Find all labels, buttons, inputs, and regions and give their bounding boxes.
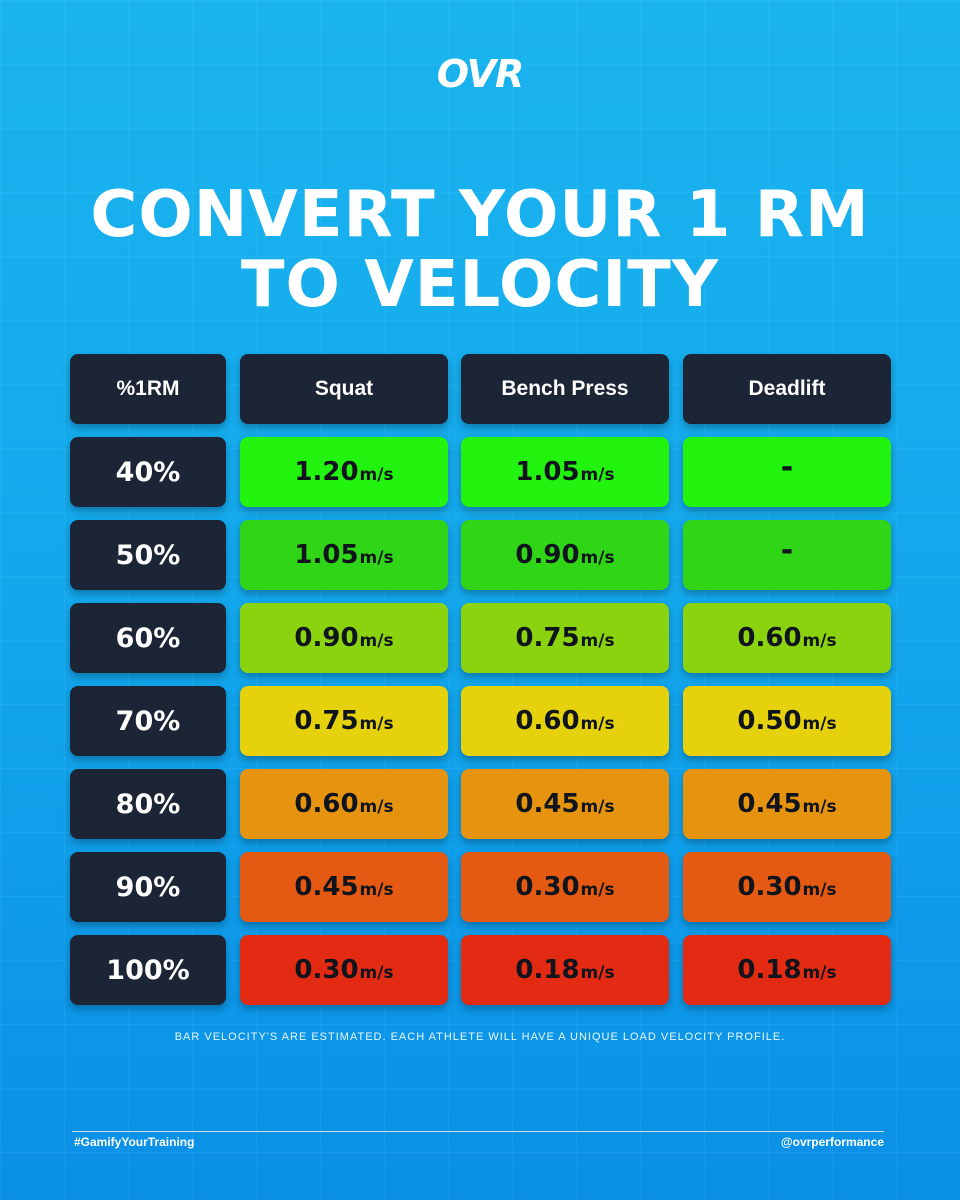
velocity-cell: 1.05 m/s	[461, 437, 669, 507]
velocity-unit: m/s	[802, 963, 837, 983]
velocity-value: -	[780, 450, 794, 485]
velocity-cell: 0.75 m/s	[461, 603, 669, 673]
velocity-value: 1.05	[515, 457, 580, 487]
velocity-unit: m/s	[359, 880, 394, 900]
velocity-value: 0.90	[515, 540, 580, 570]
velocity-value: 0.50	[737, 706, 802, 736]
footer-handle: @ovrperformance	[780, 1135, 884, 1149]
velocity-value: -	[780, 533, 794, 568]
velocity-value: 0.90	[294, 623, 359, 653]
header-squat: Squat	[240, 354, 448, 424]
percent-cell: 70%	[70, 686, 226, 756]
header-percent-1rm: %1RM	[70, 354, 226, 424]
velocity-value: 0.18	[737, 955, 802, 985]
title-line-1: CONVERT YOUR 1 RM	[90, 178, 870, 252]
velocity-cell: 0.60 m/s	[461, 686, 669, 756]
velocity-value: 0.75	[515, 623, 580, 653]
velocity-cell: 0.90 m/s	[240, 603, 448, 673]
velocity-value: 0.45	[515, 789, 580, 819]
footer-divider	[72, 1131, 884, 1132]
velocity-value: 0.18	[515, 955, 580, 985]
velocity-unit: m/s	[580, 465, 615, 485]
percent-cell: 40%	[70, 437, 226, 507]
velocity-value: 0.60	[737, 623, 802, 653]
velocity-unit: m/s	[359, 548, 394, 568]
velocity-unit: m/s	[359, 631, 394, 651]
velocity-unit: m/s	[359, 714, 394, 734]
velocity-cell: 1.05 m/s	[240, 520, 448, 590]
percent-cell: 100%	[70, 935, 226, 1005]
header-deadlift: Deadlift	[683, 354, 891, 424]
velocity-unit: m/s	[802, 631, 837, 651]
velocity-cell: 0.30 m/s	[461, 852, 669, 922]
ovr-logo: OVR	[436, 52, 525, 96]
velocity-unit: m/s	[359, 963, 394, 983]
percent-cell: 60%	[70, 603, 226, 673]
velocity-cell: 0.18 m/s	[683, 935, 891, 1005]
velocity-cell: 0.30 m/s	[240, 935, 448, 1005]
velocity-cell: 0.60 m/s	[683, 603, 891, 673]
velocity-value: 1.20	[294, 457, 359, 487]
velocity-unit: m/s	[580, 548, 615, 568]
velocity-cell: 0.45 m/s	[683, 769, 891, 839]
title-line-2: TO VELOCITY	[240, 248, 720, 322]
velocity-cell: 0.45 m/s	[461, 769, 669, 839]
page-title: CONVERT YOUR 1 RM TO VELOCITY	[0, 180, 960, 320]
velocity-unit: m/s	[580, 880, 615, 900]
velocity-unit: m/s	[580, 714, 615, 734]
percent-cell: 80%	[70, 769, 226, 839]
velocity-value: 0.30	[737, 872, 802, 902]
velocity-value: 0.45	[294, 872, 359, 902]
percent-cell: 90%	[70, 852, 226, 922]
velocity-cell: -	[683, 520, 891, 590]
velocity-value: 1.05	[294, 540, 359, 570]
velocity-unit: m/s	[802, 880, 837, 900]
velocity-value: 0.30	[294, 955, 359, 985]
velocity-value: 0.75	[294, 706, 359, 736]
velocity-unit: m/s	[580, 631, 615, 651]
velocity-cell: 0.45 m/s	[240, 852, 448, 922]
percent-cell: 50%	[70, 520, 226, 590]
velocity-unit: m/s	[802, 714, 837, 734]
footer-hashtag: #GamifyYourTraining	[74, 1135, 195, 1149]
velocity-cell: 0.18 m/s	[461, 935, 669, 1005]
velocity-unit: m/s	[580, 963, 615, 983]
velocity-value: 0.60	[515, 706, 580, 736]
header-bench-press: Bench Press	[461, 354, 669, 424]
velocity-unit: m/s	[580, 797, 615, 817]
velocity-value: 0.45	[737, 789, 802, 819]
velocity-cell: 0.50 m/s	[683, 686, 891, 756]
velocity-cell: 0.90 m/s	[461, 520, 669, 590]
velocity-cell: 0.75 m/s	[240, 686, 448, 756]
velocity-cell: 0.30 m/s	[683, 852, 891, 922]
velocity-unit: m/s	[802, 797, 837, 817]
velocity-cell: -	[683, 437, 891, 507]
velocity-value: 0.60	[294, 789, 359, 819]
velocity-cell: 1.20 m/s	[240, 437, 448, 507]
velocity-unit: m/s	[359, 465, 394, 485]
disclaimer-note: BAR VELOCITY'S ARE ESTIMATED. EACH ATHLE…	[174, 1031, 786, 1043]
velocity-value: 0.30	[515, 872, 580, 902]
velocity-cell: 0.60 m/s	[240, 769, 448, 839]
velocity-unit: m/s	[359, 797, 394, 817]
